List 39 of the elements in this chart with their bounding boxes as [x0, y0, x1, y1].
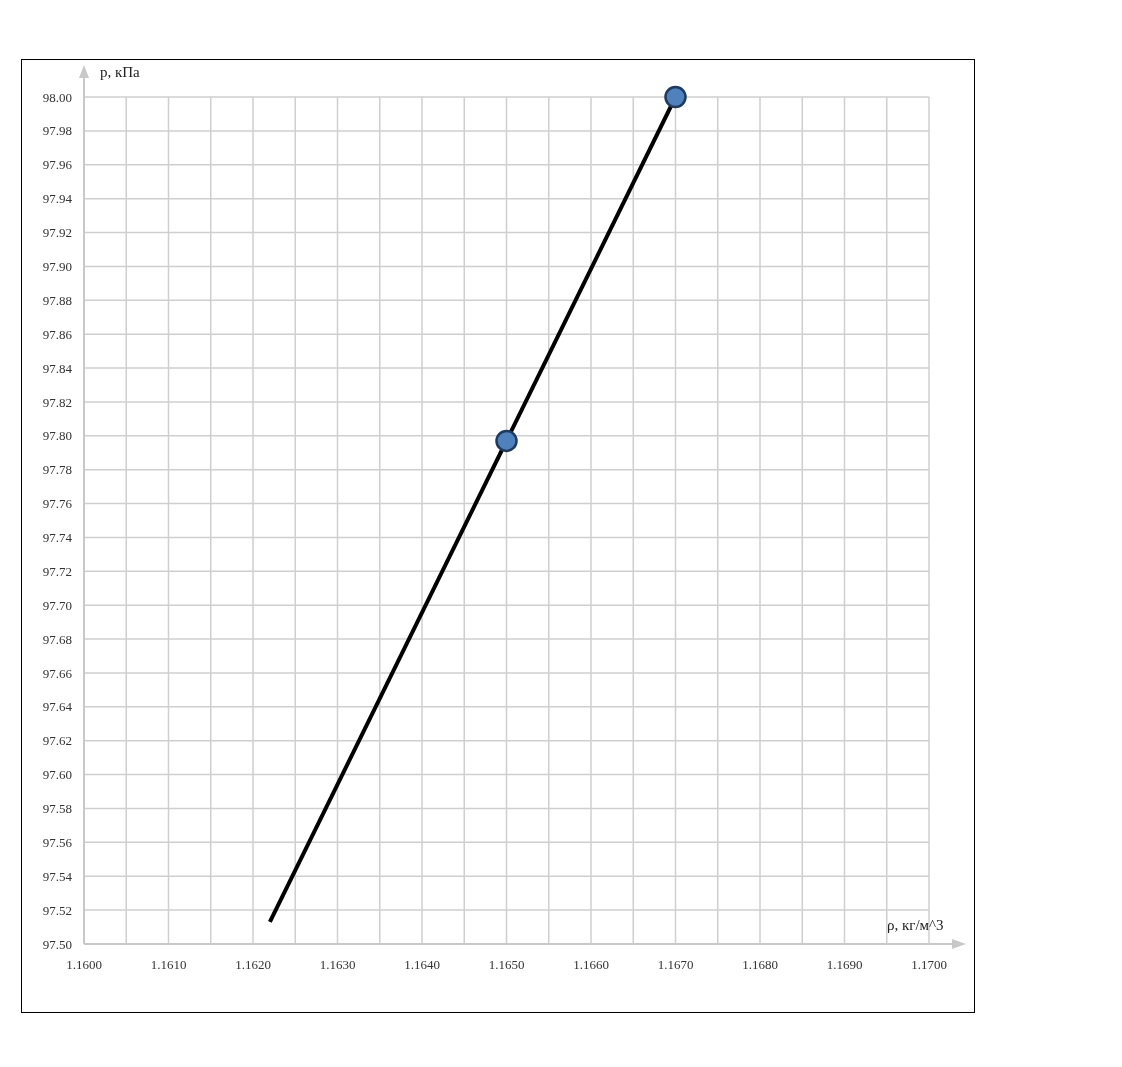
- y-tick-label: 97.84: [42, 360, 73, 376]
- x-axis-title: ρ, кг/м^3: [887, 917, 944, 933]
- y-tick-label: 97.92: [42, 225, 72, 241]
- y-tick-label: 97.82: [42, 394, 72, 410]
- y-axis-title: p, кПа: [100, 64, 141, 80]
- y-tick-label: 97.58: [42, 801, 72, 817]
- x-tick-label: 1.1640: [404, 957, 440, 973]
- y-tick-label: 97.78: [42, 462, 72, 478]
- y-tick-label: 97.56: [42, 834, 73, 850]
- x-tick-label: 1.1620: [235, 957, 271, 973]
- y-tick-label: 97.60: [42, 767, 72, 783]
- y-tick-label: 97.94: [42, 191, 73, 207]
- y-tick-label: 97.90: [42, 259, 72, 275]
- x-tick-label: 1.1630: [319, 957, 356, 973]
- x-tick-label: 1.1670: [657, 957, 694, 973]
- y-tick-label: 97.74: [42, 530, 73, 546]
- y-tick-label: 97.86: [42, 326, 73, 342]
- y-tick-label: 97.68: [42, 631, 72, 647]
- x-tick-label: 1.1680: [742, 957, 778, 973]
- y-tick-label: 97.98: [42, 123, 72, 139]
- y-tick-label: 97.80: [42, 428, 72, 444]
- y-tick-label: 97.50: [42, 936, 72, 952]
- x-tick-label: 1.1660: [573, 957, 609, 973]
- x-tick-label: 1.1610: [150, 957, 187, 973]
- y-tick-label: 97.62: [42, 733, 72, 749]
- y-tick-label: 97.72: [42, 563, 72, 579]
- y-tick-label: 97.54: [42, 868, 73, 884]
- y-tick-label: 97.70: [42, 597, 72, 613]
- y-tick-label: 97.64: [42, 699, 73, 715]
- y-tick-label: 97.66: [42, 665, 73, 681]
- x-tick-label: 1.1690: [826, 957, 863, 973]
- y-tick-label: 98.00: [42, 89, 72, 105]
- x-tick-label: 1.1700: [911, 957, 947, 973]
- x-tick-label: 1.1600: [66, 957, 102, 973]
- y-tick-label: 97.96: [42, 157, 73, 173]
- y-tick-label: 97.88: [42, 292, 72, 308]
- x-tick-label: 1.1650: [488, 957, 525, 973]
- y-tick-label: 97.52: [42, 902, 72, 918]
- y-tick-label: 97.76: [42, 496, 73, 512]
